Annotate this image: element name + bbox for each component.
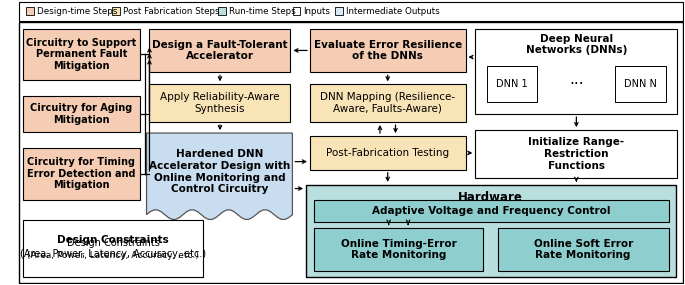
Text: Adaptive Voltage and Frequency Control: Adaptive Voltage and Frequency Control [372, 206, 610, 216]
Bar [23, 148, 140, 200]
Bar [497, 228, 669, 271]
Bar [23, 96, 140, 132]
Text: Apply Reliability-Aware
Synthesis: Apply Reliability-Aware Synthesis [160, 92, 279, 114]
Text: Circuitry for Aging
Mitigation: Circuitry for Aging Mitigation [30, 103, 132, 125]
Bar [149, 28, 290, 72]
Bar [23, 28, 140, 80]
Text: DNN 1: DNN 1 [497, 79, 528, 89]
Bar [310, 28, 466, 72]
Bar [23, 220, 203, 277]
Text: Evaluate Error Resilience
of the DNNs: Evaluate Error Resilience of the DNNs [314, 40, 462, 61]
Bar [310, 136, 466, 170]
Bar [314, 200, 669, 222]
Text: Online Soft Error
Rate Monitoring: Online Soft Error Rate Monitoring [534, 239, 633, 260]
Text: Circuitry to Support
Permanent Fault
Mitigation: Circuitry to Support Permanent Fault Mit… [26, 38, 136, 71]
Bar [615, 66, 666, 102]
Bar [487, 66, 538, 102]
Bar [219, 7, 226, 15]
Bar [292, 7, 301, 15]
Text: ···: ··· [569, 77, 584, 92]
Text: Hardened DNN
Accelerator Design with
Online Monitoring and
Control Circuitry: Hardened DNN Accelerator Design with Onl… [149, 149, 290, 194]
Bar [19, 2, 684, 21]
Bar [26, 7, 34, 15]
Text: (Area, Power, Latency, Accuracy, etc.): (Area, Power, Latency, Accuracy, etc.) [27, 251, 199, 260]
Text: Post-Fabrication Testing: Post-Fabrication Testing [326, 148, 449, 158]
Bar [475, 130, 677, 178]
Text: DNN Mapping (Resilience-
Aware, Faults-Aware): DNN Mapping (Resilience- Aware, Faults-A… [320, 92, 456, 114]
Text: Online Timing-Error
Rate Monitoring: Online Timing-Error Rate Monitoring [340, 239, 456, 260]
Text: Circuitry for Timing
Error Detection and
Mitigation: Circuitry for Timing Error Detection and… [27, 157, 136, 190]
Text: Run-time Steps: Run-time Steps [229, 7, 296, 16]
Text: Design-time Steps: Design-time Steps [37, 7, 117, 16]
Text: Design a Fault-Tolerant
Accelerator: Design a Fault-Tolerant Accelerator [152, 40, 288, 61]
Text: Design Constraints: Design Constraints [57, 235, 169, 245]
Bar [310, 84, 466, 122]
Text: Hardware: Hardware [458, 191, 523, 204]
Bar [314, 228, 483, 271]
Text: Design Constraints
(Area, Power, Latency, Accuracy, etc.): Design Constraints (Area, Power, Latency… [20, 238, 206, 259]
Text: Intermediate Outputs: Intermediate Outputs [346, 7, 440, 16]
Bar [112, 7, 120, 15]
Text: Deep Neural
Networks (DNNs): Deep Neural Networks (DNNs) [525, 34, 627, 55]
Text: Inputs: Inputs [303, 7, 330, 16]
Text: Post Fabrication Steps: Post Fabrication Steps [123, 7, 220, 16]
Text: DNN N: DNN N [624, 79, 657, 89]
Text: Initialize Range-
Restriction
Functions: Initialize Range- Restriction Functions [528, 137, 625, 170]
Bar [306, 185, 675, 277]
Bar [149, 84, 290, 122]
Bar [475, 28, 677, 114]
Bar [335, 7, 343, 15]
Polygon shape [147, 133, 292, 219]
